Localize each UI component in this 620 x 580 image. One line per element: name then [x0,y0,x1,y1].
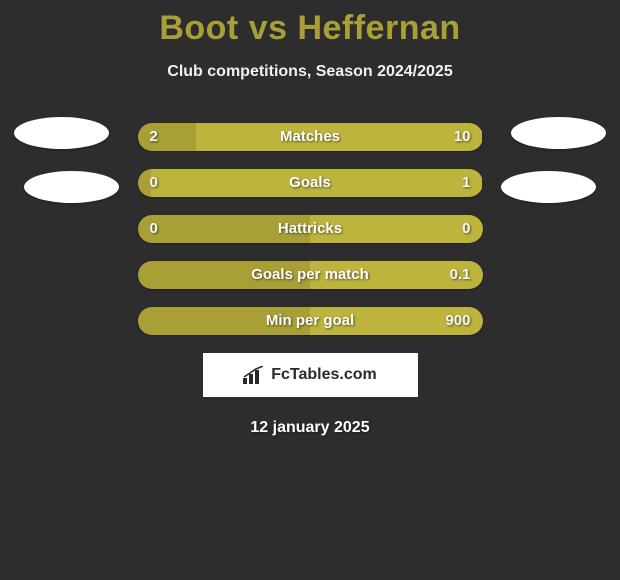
stat-value-right: 0 [462,215,470,243]
comparison-block: Matches 2 10 Goals 0 1 Hattricks 0 0 Goals per ma… [0,123,620,437]
stat-bar: Goals per match 0.1 [138,261,483,289]
player-left-badge-1 [14,117,109,149]
brand-box: FcTables.com [203,353,418,397]
brand-text: FcTables.com [271,366,377,384]
brand-label: FcTables.com [243,366,377,384]
stat-value-left: 0 [150,169,158,197]
page-title: Boot vs Heffernan [0,0,620,49]
player-left-badge-2 [24,171,119,203]
stat-bar: Hattricks 0 0 [138,215,483,243]
stat-bar: Matches 2 10 [138,123,483,151]
stat-value-right: 1 [462,169,470,197]
stat-bars: Matches 2 10 Goals 0 1 Hattricks 0 0 Goals per ma… [138,123,483,335]
stat-label: Goals per match [251,261,369,289]
stat-label: Matches [280,123,340,151]
stat-value-right: 10 [454,123,471,151]
subtitle: Club competitions, Season 2024/2025 [0,63,620,81]
stat-bar: Min per goal 900 [138,307,483,335]
stat-label: Min per goal [266,307,354,335]
stat-bar-left [138,123,197,151]
stat-value-right: 900 [445,307,470,335]
player-right-badge-2 [501,171,596,203]
stat-bar: Goals 0 1 [138,169,483,197]
stat-label: Hattricks [278,215,342,243]
brand-chart-icon [243,366,265,384]
player-right-badge-1 [511,117,606,149]
stat-value-left: 2 [150,123,158,151]
stat-value-right: 0.1 [450,261,471,289]
stat-label: Goals [289,169,331,197]
stat-value-left: 0 [150,215,158,243]
footer-date: 12 january 2025 [0,419,620,437]
